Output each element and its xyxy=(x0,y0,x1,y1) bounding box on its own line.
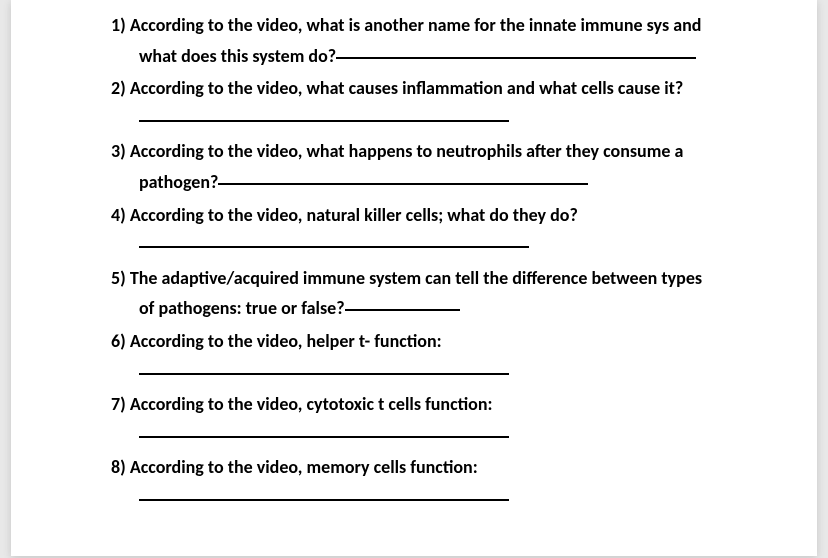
question-item: 6) According to the video, helper t- fun… xyxy=(111,326,717,387)
answer-blank[interactable] xyxy=(345,309,460,311)
question-number: 4) xyxy=(111,204,126,226)
question-number: 6) xyxy=(111,330,126,352)
question-text: According to the video, memory cells fun… xyxy=(130,456,478,478)
question-number: 1) xyxy=(111,14,126,36)
worksheet-page: 1) According to the video, what is anoth… xyxy=(11,0,817,556)
answer-blank[interactable] xyxy=(139,120,509,122)
answer-blank[interactable] xyxy=(139,373,509,375)
question-text: According to the video, what is another … xyxy=(130,14,702,67)
question-item: 8) According to the video, memory cells … xyxy=(111,452,717,513)
question-text: According to the video, helper t- functi… xyxy=(130,330,442,352)
question-item: 2) According to the video, what causes i… xyxy=(111,73,717,134)
question-text: According to the video, what happens to … xyxy=(130,140,684,193)
question-number: 5) xyxy=(111,267,126,289)
question-item: 4) According to the video, natural kille… xyxy=(111,200,717,261)
answer-blank[interactable] xyxy=(218,183,588,185)
question-number: 2) xyxy=(111,77,126,99)
question-number: 8) xyxy=(111,456,126,478)
question-item: 1) According to the video, what is anoth… xyxy=(111,10,717,71)
question-text: According to the video, natural killer c… xyxy=(130,204,578,226)
question-text: According to the video, what causes infl… xyxy=(130,77,683,99)
question-item: 7) According to the video, cytotoxic t c… xyxy=(111,389,717,450)
question-text: According to the video, cytotoxic t cell… xyxy=(130,393,493,415)
question-item: 5) The adaptive/acquired immune system c… xyxy=(111,263,717,324)
question-number: 7) xyxy=(111,393,126,415)
question-list: 1) According to the video, what is anoth… xyxy=(111,10,717,514)
answer-blank[interactable] xyxy=(336,57,696,59)
answer-blank[interactable] xyxy=(139,499,509,501)
answer-blank[interactable] xyxy=(139,246,529,248)
question-item: 3) According to the video, what happens … xyxy=(111,136,717,197)
question-number: 3) xyxy=(111,140,126,162)
answer-blank[interactable] xyxy=(139,436,509,438)
question-text: The adaptive/acquired immune system can … xyxy=(130,267,702,320)
